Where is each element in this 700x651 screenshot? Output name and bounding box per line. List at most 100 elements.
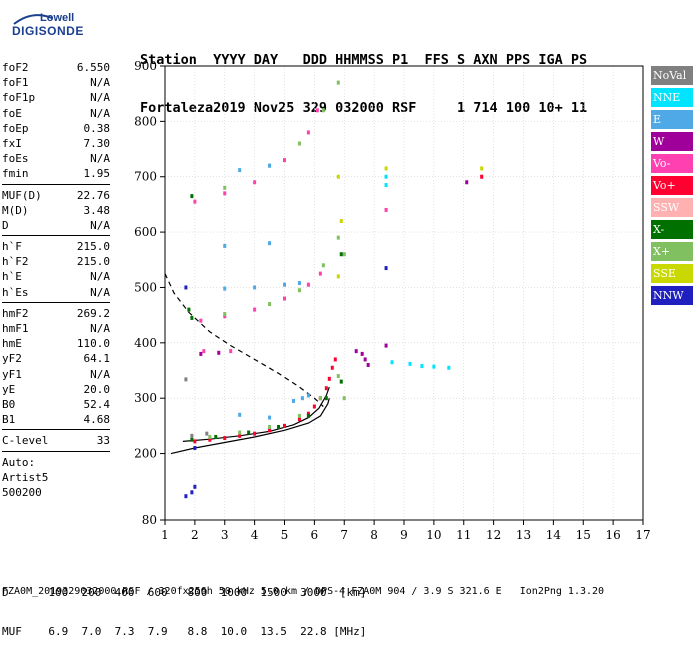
param-separator (2, 429, 110, 431)
param-value: 33 (96, 434, 110, 448)
param-value: 64.1 (83, 352, 111, 366)
param-row: yE 20.0 (2, 382, 110, 397)
data-point-xm (339, 252, 343, 257)
param-key: hmE (2, 337, 22, 351)
data-point-w (217, 350, 221, 355)
param-value: 4.68 (83, 413, 111, 427)
y-tick-label: 500 (134, 280, 157, 294)
x-tick-label: 10 (426, 528, 441, 542)
param-key: 500200 (2, 485, 42, 499)
header-value: 100 (505, 100, 539, 116)
header-label: Station (140, 52, 214, 68)
data-point-e (268, 241, 272, 246)
param-key: yF1 (2, 367, 22, 381)
data-point-w (199, 351, 203, 356)
data-point-e (291, 398, 295, 403)
header-label: PS (570, 52, 596, 68)
data-point-vop (268, 428, 272, 433)
data-point-w (363, 357, 367, 362)
param-key: h`E (2, 270, 22, 284)
data-point-vop (480, 174, 484, 179)
data-point-xp (342, 252, 346, 257)
data-point-w (360, 351, 364, 356)
muf-label: MUF (2, 625, 29, 638)
param-key: yE (2, 382, 16, 396)
param-row: fmin 1.95 (2, 166, 110, 181)
y-tick-label: 80 (142, 513, 157, 527)
data-point-nnw (190, 490, 194, 495)
param-value: 0.38 (83, 121, 111, 135)
data-point-xp (321, 108, 325, 113)
param-row: M(D) 3.48 (2, 203, 110, 218)
param-key: foF1 (2, 76, 29, 90)
y-tick-label: 700 (134, 170, 157, 184)
data-point-vop (333, 357, 337, 362)
param-key: B0 (2, 397, 16, 411)
param-row: foE N/A (2, 106, 110, 121)
data-point-xm (187, 307, 191, 312)
param-key: foF1p (2, 91, 36, 105)
data-point-xp (336, 235, 340, 240)
muf-table: D 100 200 400 600 800 1000 1500 3000 [km… (2, 560, 366, 651)
distance-value: 800 (167, 586, 208, 599)
param-value: 7.30 (83, 136, 111, 150)
param-value: 215.0 (76, 240, 110, 254)
legend-item: SSW (651, 198, 693, 217)
param-key: foE (2, 106, 22, 120)
header-value: 10+ (538, 100, 571, 116)
param-row: yF1 N/A (2, 367, 110, 382)
data-point-xm (190, 194, 194, 199)
param-key: foEp (2, 121, 29, 135)
header-value: 2019 (213, 100, 254, 116)
distance-value: 3000 (286, 586, 327, 599)
data-point-vop (238, 433, 242, 438)
param-row: B1 4.68 (2, 412, 110, 427)
param-value: N/A (90, 322, 110, 335)
muf-value: [MHz] (326, 625, 367, 638)
header-value: 329 (302, 100, 336, 116)
param-key: hmF1 (2, 322, 29, 335)
data-point-xp (336, 80, 340, 85)
param-value: N/A (90, 270, 110, 284)
data-point-vom (283, 158, 286, 163)
data-point-xm (324, 396, 328, 401)
data-point-e (306, 393, 310, 398)
param-row: D N/A (2, 218, 110, 233)
distance-row: D 100 200 400 600 800 1000 1500 3000 [km… (2, 586, 366, 599)
muf-value: 6.9 (28, 625, 69, 638)
param-value: 110.0 (76, 337, 110, 351)
param-value: 52.4 (83, 397, 111, 411)
x-tick-label: 14 (546, 528, 562, 542)
data-point-e (297, 281, 301, 286)
header-label: IGA (538, 52, 571, 68)
x-tick-label: 2 (191, 528, 199, 542)
param-key: fxI (2, 136, 22, 150)
muf-value: 10.0 (207, 625, 248, 638)
header-label: FFS (424, 52, 458, 68)
data-point-xp (321, 263, 325, 268)
param-row: hmF2 269.2 (2, 306, 110, 321)
header-label: DAY (253, 52, 303, 68)
data-point-vop (324, 386, 328, 391)
data-point-xp (223, 312, 227, 317)
data-point-nne (408, 361, 412, 366)
param-row: foF1p N/A (2, 90, 110, 105)
data-point-nnw (193, 446, 197, 451)
header-label: S (457, 52, 474, 68)
data-point-nne (390, 360, 394, 365)
data-point-w (354, 349, 358, 354)
muf-value: 13.5 (247, 625, 287, 638)
param-key: M(D) (2, 203, 29, 217)
data-point-e (238, 412, 242, 417)
data-point-nnw (184, 494, 188, 499)
x-tick-label: 9 (400, 528, 408, 542)
param-separator (2, 450, 110, 452)
x-tick-label: 3 (221, 528, 229, 542)
x-tick-label: 12 (486, 528, 501, 542)
x-tick-label: 16 (605, 528, 620, 542)
data-point-e (283, 282, 286, 287)
param-key: h`Es (2, 285, 29, 299)
param-separator (2, 235, 110, 237)
data-point-xm (306, 413, 310, 418)
legend-item: Vo+ (651, 176, 693, 195)
